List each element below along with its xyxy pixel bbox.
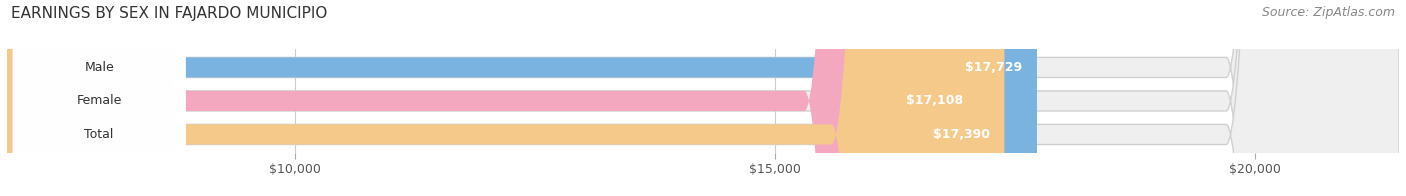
Text: EARNINGS BY SEX IN FAJARDO MUNICIPIO: EARNINGS BY SEX IN FAJARDO MUNICIPIO: [11, 6, 328, 21]
Text: Source: ZipAtlas.com: Source: ZipAtlas.com: [1261, 6, 1395, 19]
FancyBboxPatch shape: [7, 0, 1399, 196]
FancyBboxPatch shape: [7, 0, 1004, 196]
Text: Male: Male: [84, 61, 114, 74]
FancyBboxPatch shape: [13, 0, 186, 196]
FancyBboxPatch shape: [7, 0, 1038, 196]
FancyBboxPatch shape: [7, 0, 1399, 196]
FancyBboxPatch shape: [13, 0, 186, 196]
FancyBboxPatch shape: [13, 0, 186, 196]
FancyBboxPatch shape: [7, 0, 1399, 196]
Text: Total: Total: [84, 128, 114, 141]
Text: $17,390: $17,390: [934, 128, 990, 141]
Text: $17,729: $17,729: [966, 61, 1022, 74]
Text: Female: Female: [76, 94, 122, 107]
Text: $17,108: $17,108: [905, 94, 963, 107]
FancyBboxPatch shape: [7, 0, 977, 196]
